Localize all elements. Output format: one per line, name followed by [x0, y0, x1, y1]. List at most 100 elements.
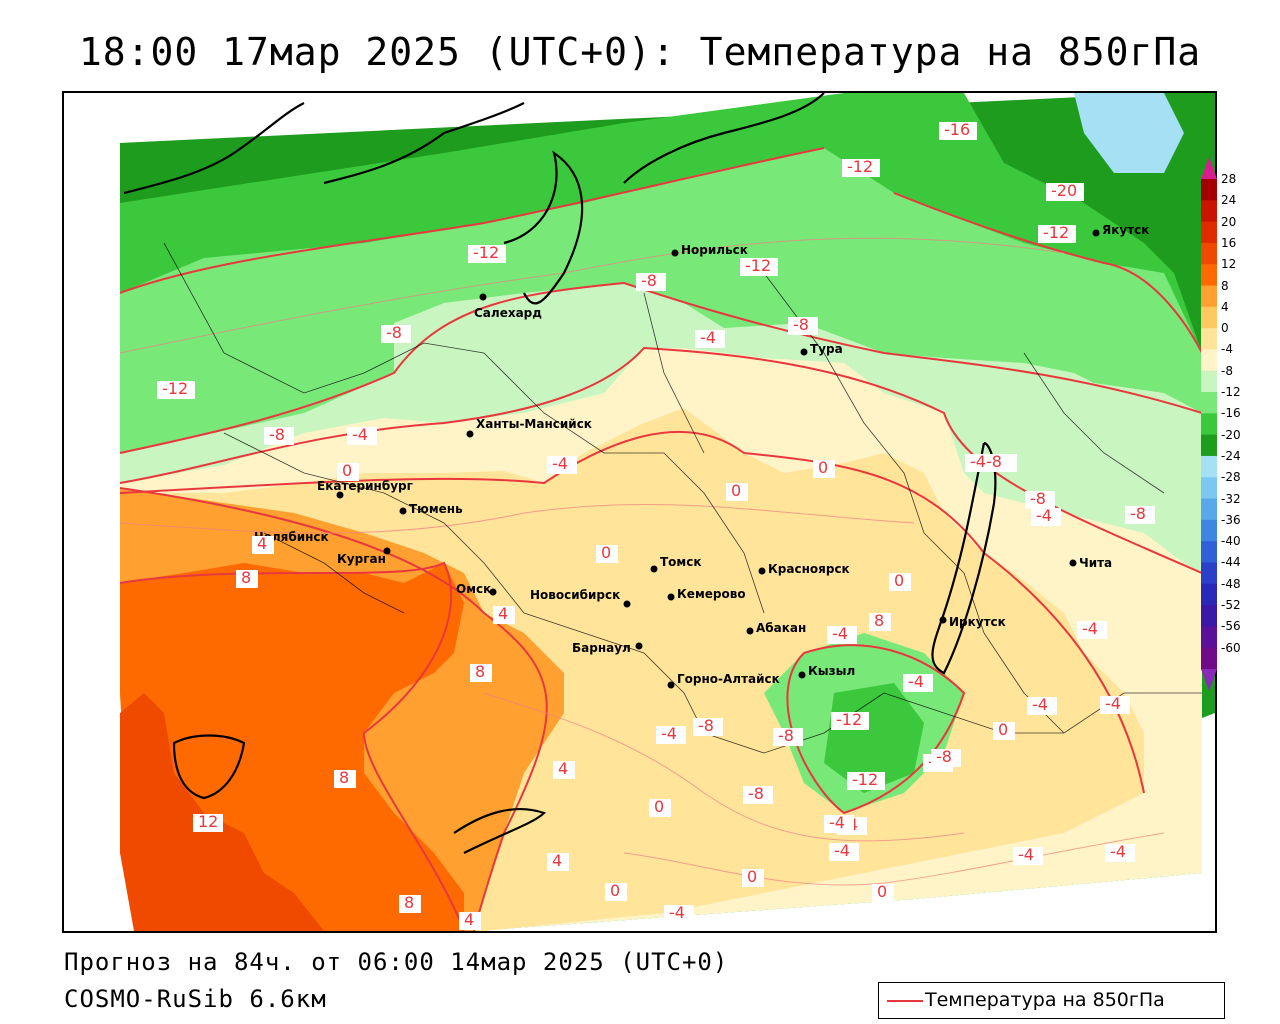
contour-label: -4 [669, 903, 685, 922]
contour-label: -4 [832, 624, 848, 643]
contour-label: -8 [641, 271, 657, 290]
contour-label: -8 [1130, 504, 1146, 523]
colorbar-tick-label: 16 [1221, 235, 1237, 250]
contour-label: -20 [1051, 181, 1077, 200]
colorbar-tick-label: 20 [1221, 214, 1237, 229]
contour-label: 0 [610, 881, 620, 900]
contour-labels: -16 -12 -20 -12 -12 -12 -8 -8 -4 -8 -12 … [157, 120, 1155, 930]
city-label: Норильск [681, 243, 748, 257]
contour-label: -4 [552, 454, 568, 473]
colorbar-tick-label: -52 [1221, 598, 1241, 613]
contour-label: 8 [241, 568, 251, 587]
colorbar-tick-label: -4 [1221, 342, 1233, 357]
contour-label: 12 [198, 812, 218, 831]
city-label: Чита [1079, 556, 1112, 570]
map-legend: Температура на 850гПа [878, 982, 1225, 1019]
contour-label: -12 [745, 256, 771, 275]
contour-label: -4 [1082, 619, 1098, 638]
city-label: Тура [810, 342, 843, 356]
contour-label: 4 [558, 759, 568, 778]
contour-label: -16 [944, 120, 970, 139]
colorbar [1201, 157, 1217, 691]
city-label: Курган [337, 552, 386, 566]
contour-label: -12 [836, 710, 862, 729]
contour-label: 0 [601, 543, 611, 562]
colorbar-segment [1201, 626, 1217, 649]
contour-label: 4 [464, 910, 474, 929]
colorbar-segment [1201, 541, 1217, 563]
contour-label: -8 [269, 425, 285, 444]
colorbar-tick-label: -28 [1221, 470, 1241, 485]
city-label: Красноярск [768, 562, 850, 576]
colorbar-top-arrow [1201, 157, 1217, 179]
colorbar-segment [1201, 306, 1217, 329]
city-labels: Норильск Якутск Салехард Тура Ханты-Манс… [254, 223, 1149, 686]
colorbar-tick-label: 4 [1221, 299, 1229, 314]
contour-label: -8 [1030, 489, 1046, 508]
colorbar-segment [1201, 179, 1217, 201]
colorbar-tick-label: 12 [1221, 257, 1237, 272]
contour-label: -4-8 [970, 452, 1002, 471]
city-label: Омск [456, 582, 491, 596]
contour-label: 8 [874, 611, 884, 630]
contour-label: -4 [908, 672, 924, 691]
colorbar-segment [1201, 264, 1217, 287]
contour-label: -4 [661, 724, 677, 743]
city-label: Кемерово [677, 587, 746, 601]
colorbar-tick-label: 28 [1221, 172, 1237, 186]
admin-borders [163, 242, 1202, 754]
contour-label: -4 [1110, 842, 1126, 861]
colorbar-segment [1201, 477, 1217, 500]
contour-label: 0 [894, 571, 904, 590]
contour-label: -12 [473, 243, 499, 262]
colorbar-segment [1201, 285, 1217, 308]
colorbar-bottom-arrow [1201, 669, 1217, 691]
colorbar-tick-label: -12 [1221, 385, 1241, 400]
colorbar-tick-label: -32 [1221, 491, 1241, 506]
contour-label: 0 [877, 882, 887, 901]
colorbar-tick-label: -40 [1221, 534, 1241, 549]
map-canvas: Норильск Якутск Салехард Тура Ханты-Манс… [119, 93, 1215, 931]
contour-label: 0 [747, 867, 757, 886]
contour-label: 0 [818, 458, 828, 477]
band-plus-16 [120, 693, 324, 931]
contour-label: -4 [700, 328, 716, 347]
colorbar-tick-label: -56 [1221, 619, 1241, 634]
contour-label: -4 [1018, 845, 1034, 864]
colorbar-segment [1201, 221, 1217, 244]
colorbar-segment [1201, 328, 1217, 350]
contour-label: -12 [162, 379, 188, 398]
cold-pocket-core [824, 683, 924, 793]
contour-label: -12 [852, 770, 878, 789]
city-label: Тюмень [409, 502, 463, 516]
model-name: COSMO-RuSib 6.6км [64, 985, 327, 1013]
city-label: Томск [660, 555, 702, 569]
contour-label: 0 [731, 481, 741, 500]
contour-label: -4 [1036, 506, 1052, 525]
city-label: Екатеринбург [317, 479, 413, 493]
contour-label: 0 [654, 797, 664, 816]
contour-label: -8 [386, 323, 402, 342]
colorbar-segment [1201, 434, 1217, 457]
contour-label: 8 [339, 768, 349, 787]
colorbar-segment [1201, 647, 1217, 670]
city-label: Горно-Алтайск [677, 672, 780, 686]
colorbar-tick-label: 0 [1221, 321, 1229, 336]
contour-label: -4 [1105, 694, 1121, 713]
contour-label: -8 [936, 747, 952, 766]
city-label: Барнаул [572, 641, 631, 655]
temperature-map: Норильск Якутск Салехард Тура Ханты-Манс… [62, 91, 1217, 933]
colorbar-tick-label: -36 [1221, 512, 1241, 527]
colorbar-segment [1201, 392, 1217, 414]
contour-label: -8 [748, 784, 764, 803]
city-label: Салехард [474, 306, 542, 320]
colorbar-tick-label: 24 [1221, 193, 1237, 208]
city-label: Кызыл [808, 664, 855, 678]
contour-label: -8 [793, 315, 809, 334]
contour-label: -4 [829, 813, 845, 832]
colorbar-segment [1201, 605, 1217, 627]
colorbar-segment [1201, 455, 1217, 478]
contour-label: 8 [475, 662, 485, 681]
contour-label: -4 [834, 841, 850, 860]
colorbar-segment [1201, 349, 1217, 372]
